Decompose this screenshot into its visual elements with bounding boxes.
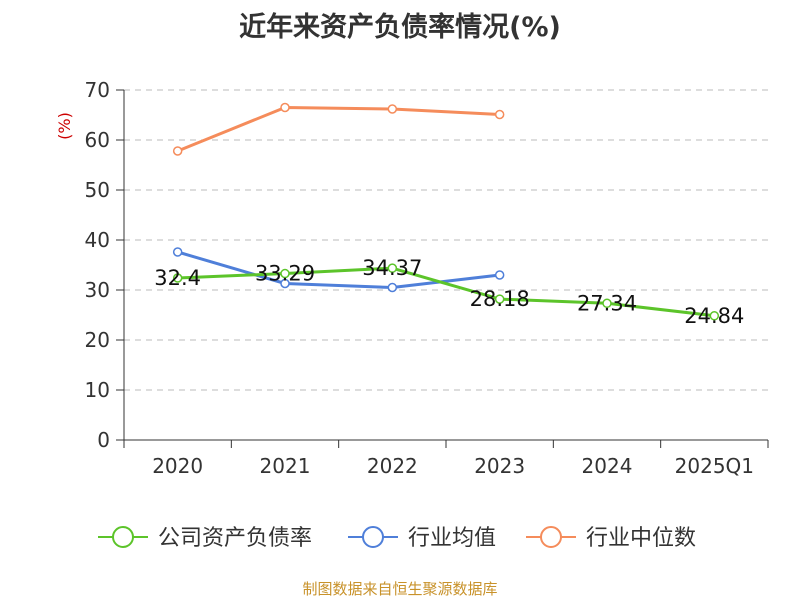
- y-tick-label: 70: [85, 78, 110, 102]
- data-label: 27.34: [577, 291, 637, 315]
- series-line-1: [177, 250, 500, 289]
- legend-marker: [362, 526, 384, 548]
- y-tick-label: 20: [85, 328, 110, 352]
- data-point: [387, 282, 398, 293]
- x-tick-label: 2023: [474, 454, 525, 478]
- data-label: 24.84: [684, 304, 744, 328]
- legend-label: 行业均值: [408, 526, 496, 551]
- data-point: [387, 263, 398, 273]
- data-point: [709, 311, 720, 321]
- y-tick-label: 50: [85, 178, 110, 202]
- data-point: [172, 146, 183, 156]
- data-point: [387, 104, 398, 114]
- data-point: [280, 102, 290, 113]
- legend-label: 公司资产负债率: [158, 526, 312, 551]
- legend-marker: [540, 526, 562, 548]
- y-tick-label: 60: [85, 128, 110, 152]
- y-tick-label: 10: [85, 378, 110, 402]
- legend-marker: [112, 526, 134, 548]
- series-line-0: [177, 266, 715, 318]
- x-tick-label: 2025Q1: [675, 454, 754, 478]
- data-point: [602, 298, 612, 309]
- legend-label: 行业中位数: [586, 526, 696, 551]
- x-tick-label: 2020: [152, 454, 203, 478]
- data-point: [280, 268, 290, 279]
- data-label: 34.37: [362, 256, 422, 280]
- y-tick-label: 0: [97, 428, 110, 452]
- y-tick-label: 30: [85, 278, 110, 302]
- series-line-2: [177, 106, 500, 153]
- data-label: 32.4: [154, 266, 201, 290]
- x-tick-label: 2022: [367, 454, 418, 478]
- y-tick-label: 40: [85, 228, 110, 252]
- data-point: [494, 294, 505, 304]
- data-point: [172, 273, 183, 283]
- data-label: 28.18: [470, 287, 530, 311]
- data-point: [494, 109, 505, 120]
- y-axis-label: (%): [55, 112, 74, 140]
- x-tick-label: 2024: [582, 454, 633, 478]
- data-point: [172, 247, 183, 257]
- data-point: [494, 270, 505, 280]
- data-point: [280, 278, 290, 289]
- data-source-note: 制图数据来自恒生聚源数据库: [302, 580, 498, 598]
- chart-title: 近年来资产负债率情况(%): [239, 12, 561, 43]
- data-label: 33.29: [255, 262, 315, 286]
- x-tick-label: 2021: [260, 454, 311, 478]
